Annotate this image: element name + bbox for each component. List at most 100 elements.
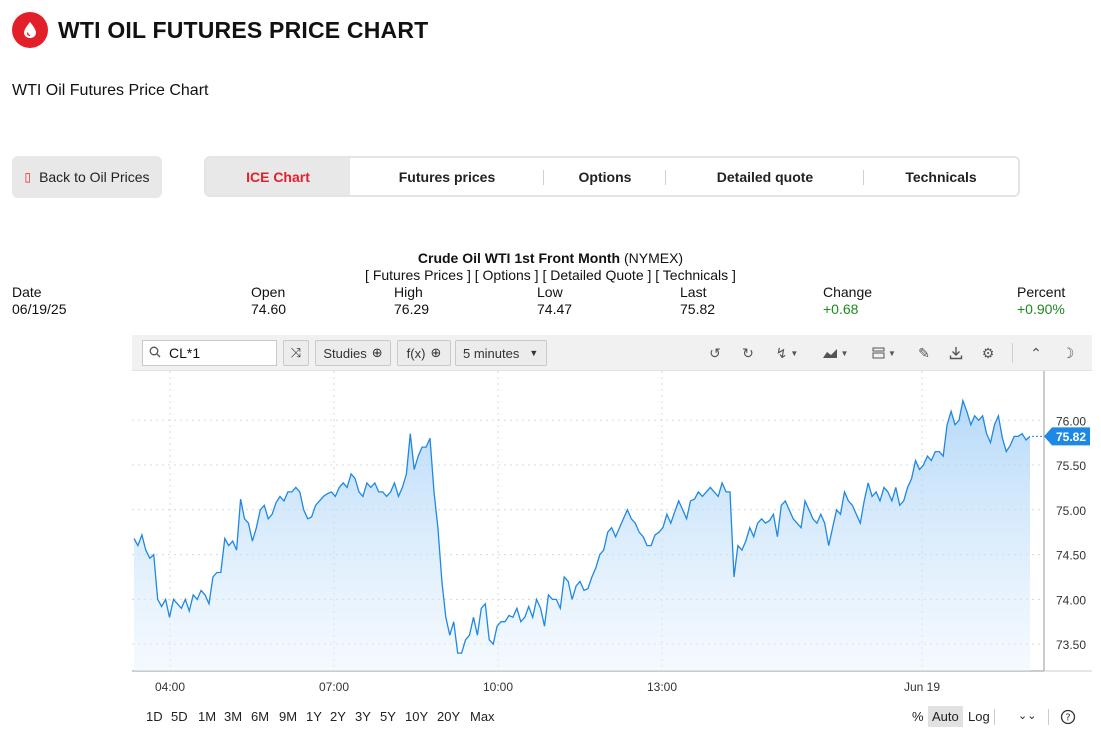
help-icon[interactable]: ? bbox=[1060, 709, 1076, 728]
studies-label: Studies bbox=[323, 345, 367, 361]
draw-pencil-icon[interactable]: ✎ bbox=[918, 344, 930, 361]
y-tick-label: 74.50 bbox=[1056, 549, 1086, 563]
chart-toolbar: CL*1 ⤨ Studies ⊕ f(x) ⊕ 5 minutes ▼ ↺ ↻ … bbox=[132, 335, 1092, 371]
range-button-3m[interactable]: 3M bbox=[224, 709, 243, 724]
stat-last: Last 75.82 bbox=[680, 284, 715, 317]
redo-icon[interactable]: ↻ bbox=[742, 344, 754, 361]
stat-label: High bbox=[394, 284, 423, 300]
x-tick-label: Jun 19 bbox=[904, 680, 940, 694]
last-price-label: 75.82 bbox=[1056, 430, 1086, 444]
price-chart[interactable]: 73.50 74.00 74.50 75.00 75.50 76.00 04:00 07:00… bbox=[132, 371, 1092, 704]
range-button-1d[interactable]: 1D bbox=[146, 709, 163, 724]
interval-select[interactable]: 5 minutes ▼ bbox=[455, 340, 547, 366]
x-tick-label: 10:00 bbox=[483, 680, 513, 694]
download-icon[interactable] bbox=[946, 344, 966, 362]
plus-circle-icon: ⊕ bbox=[430, 345, 442, 360]
back-icon: ▯ bbox=[24, 170, 32, 184]
tab-technicals[interactable]: Technicals bbox=[864, 158, 1018, 195]
x-tick-label: 04:00 bbox=[155, 680, 185, 694]
tab-label: Futures prices bbox=[398, 168, 496, 185]
y-tick-label: 76.00 bbox=[1056, 414, 1086, 428]
chevron-down-icon: ▼ bbox=[529, 348, 539, 358]
range-button-max[interactable]: Max bbox=[470, 709, 495, 724]
undo-icon[interactable]: ↺ bbox=[709, 344, 721, 361]
stat-date: Date 06/19/25 bbox=[12, 284, 67, 317]
stat-low: Low 74.47 bbox=[537, 284, 572, 317]
stat-label: Low bbox=[537, 284, 563, 300]
exchange-name: (NYMEX) bbox=[623, 250, 684, 266]
instrument-name: Crude Oil WTI 1st Front Month bbox=[417, 250, 621, 266]
x-tick-label: 07:00 bbox=[319, 680, 349, 694]
range-button-9m[interactable]: 9M bbox=[279, 709, 298, 724]
tab-futures-prices[interactable]: Futures prices bbox=[350, 158, 544, 195]
stat-value: +0.68 bbox=[823, 301, 859, 317]
range-button-1m[interactable]: 1M bbox=[198, 709, 217, 724]
chart-type-icon[interactable]: ▼ bbox=[818, 344, 852, 362]
y-tick-label: 74.00 bbox=[1056, 593, 1086, 607]
stat-change: Change +0.68 bbox=[823, 284, 872, 317]
range-button-10y[interactable]: 10Y bbox=[405, 709, 429, 724]
svg-text:?: ? bbox=[1065, 713, 1070, 724]
percent-scale-button[interactable]: % bbox=[912, 709, 924, 724]
range-button-1y[interactable]: 1Y bbox=[306, 709, 322, 724]
quote-links[interactable]: [ Futures Prices ] [ Options ] [ Detaile… bbox=[365, 267, 736, 283]
stat-label: Change bbox=[823, 284, 873, 300]
collapse-up-icon[interactable]: ⌃ bbox=[1030, 344, 1042, 361]
compare-button[interactable]: ⤨ bbox=[283, 340, 309, 366]
stat-value: 06/19/25 bbox=[12, 301, 67, 317]
stat-open: Open 74.60 bbox=[251, 284, 286, 317]
tab-label: ICE Chart bbox=[246, 168, 310, 185]
tab-ice-chart[interactable]: ICE Chart bbox=[206, 158, 350, 195]
auto-scale-button[interactable]: Auto bbox=[928, 706, 963, 727]
shuffle-icon: ⤨ bbox=[290, 345, 302, 360]
stat-label: Date bbox=[12, 284, 42, 300]
plus-circle-icon: ⊕ bbox=[371, 345, 383, 360]
quote-title: Crude Oil WTI 1st Front Month (NYMEX) bbox=[0, 250, 1101, 266]
range-button-6m[interactable]: 6M bbox=[251, 709, 270, 724]
layout-dropdown-icon[interactable]: ▼ bbox=[869, 344, 899, 362]
y-tick-label: 75.50 bbox=[1056, 459, 1086, 473]
fx-label: f(x) bbox=[406, 345, 426, 361]
y-tick-label: 73.50 bbox=[1056, 638, 1086, 652]
expand-down-icon[interactable]: ⌄⌄ bbox=[1018, 710, 1037, 722]
back-button-label: Back to Oil Prices bbox=[39, 169, 150, 185]
settings-gear-icon[interactable]: ⚙ bbox=[981, 344, 995, 361]
tab-detailed-quote[interactable]: Detailed quote bbox=[666, 158, 864, 195]
range-button-5y[interactable]: 5Y bbox=[380, 709, 396, 724]
tab-label: Options bbox=[578, 168, 632, 185]
page-subtitle: WTI Oil Futures Price Chart bbox=[12, 82, 209, 99]
stat-percent: Percent +0.90% bbox=[1017, 284, 1065, 317]
tab-options[interactable]: Options bbox=[544, 158, 666, 195]
tab-label: Detailed quote bbox=[716, 168, 814, 185]
symbol-search-input[interactable]: CL*1 bbox=[142, 340, 277, 366]
tab-label: Technicals bbox=[905, 168, 977, 185]
stat-value: 74.47 bbox=[537, 301, 573, 317]
divider bbox=[994, 709, 995, 725]
range-button-3y[interactable]: 3Y bbox=[355, 709, 371, 724]
log-scale-button[interactable]: Log bbox=[968, 709, 990, 724]
stat-value: +0.90% bbox=[1017, 301, 1065, 317]
last-price-tag bbox=[1044, 427, 1090, 446]
symbol-value: CL*1 bbox=[169, 345, 201, 361]
chart-range-bar: 1D 5D 1M 3M 6M 9M 1Y 2Y 3Y 5Y 10Y 20Y Max % Auto Log… bbox=[0, 705, 1101, 729]
stat-high: High 76.29 bbox=[394, 284, 429, 317]
stat-label: Open bbox=[251, 284, 286, 300]
dark-mode-moon-icon[interactable]: ☽ bbox=[1061, 344, 1075, 361]
range-button-20y[interactable]: 20Y bbox=[437, 709, 461, 724]
stat-value: 75.82 bbox=[680, 301, 716, 317]
series-line bbox=[133, 398, 1031, 654]
studies-button[interactable]: Studies ⊕ bbox=[315, 340, 391, 366]
range-button-5d[interactable]: 5D bbox=[171, 709, 188, 724]
function-button[interactable]: f(x) ⊕ bbox=[397, 340, 451, 366]
events-dropdown-icon[interactable]: ↯ ▼ bbox=[775, 344, 799, 361]
y-tick-label: 75.00 bbox=[1056, 504, 1086, 518]
interval-value: 5 minutes bbox=[463, 345, 520, 361]
back-to-oil-prices-button[interactable]: ▯ Back to Oil Prices bbox=[12, 156, 162, 198]
stat-value: 74.60 bbox=[251, 301, 287, 317]
stat-label: Last bbox=[680, 284, 707, 300]
page-header: WTI OIL FUTURES PRICE CHART bbox=[12, 12, 428, 48]
search-icon bbox=[149, 345, 161, 361]
chart-tabs: ICE Chart Futures prices Options Detaile… bbox=[204, 156, 1020, 197]
stat-label: Percent bbox=[1017, 284, 1066, 300]
range-button-2y[interactable]: 2Y bbox=[330, 709, 346, 724]
